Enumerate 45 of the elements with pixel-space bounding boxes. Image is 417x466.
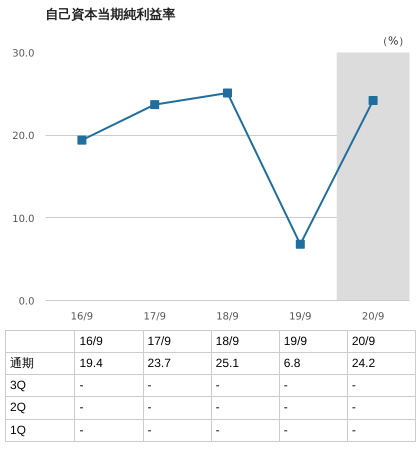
x-tick-label: 19/9 xyxy=(289,312,312,322)
text: - xyxy=(148,400,152,414)
category-label: 18/9 xyxy=(216,334,239,348)
category-label: 17/9 xyxy=(148,334,171,348)
data-label: 24.2 xyxy=(347,352,416,375)
text: - xyxy=(284,422,288,437)
x-tick-label: 20/9 xyxy=(362,312,384,322)
data-label: 6.8 xyxy=(279,352,348,375)
x-tick-label: 17/9 xyxy=(143,312,166,322)
data-label: 25.1 xyxy=(211,352,280,375)
text: 1Q xyxy=(6,419,75,442)
point xyxy=(296,240,305,249)
text: 2Q xyxy=(6,396,75,420)
text: - xyxy=(284,378,288,392)
x-tick-label: 18/9 xyxy=(216,312,239,322)
chart-title: 自己資本当期純利益率 xyxy=(46,6,176,22)
text: 20/9 xyxy=(352,334,376,348)
text: - xyxy=(216,422,220,437)
data-label: 19.4 xyxy=(74,352,144,375)
text: - xyxy=(79,378,84,392)
text: - xyxy=(216,378,220,392)
y-tick-label: 10.0 xyxy=(12,214,34,225)
text: - xyxy=(216,400,220,414)
y-tick-label: 0.0 xyxy=(18,296,35,308)
point xyxy=(150,100,160,110)
text: - xyxy=(352,378,356,392)
y-tick-label: 20.0 xyxy=(12,131,34,142)
text: - xyxy=(352,400,356,414)
category-label: 16/9 xyxy=(79,334,103,348)
point xyxy=(77,136,86,145)
text: - xyxy=(284,400,288,414)
y-tick-label: 30.0 xyxy=(12,48,34,60)
data-label: 23.7 xyxy=(143,352,212,375)
category-label: 19/9 xyxy=(284,334,308,348)
text: 通期 xyxy=(6,352,75,375)
text: - xyxy=(79,422,84,437)
text: - xyxy=(79,400,84,414)
text: 3Q xyxy=(6,374,75,397)
y-axis-title: （%） xyxy=(377,34,410,48)
text: - xyxy=(148,378,152,392)
point xyxy=(368,96,378,105)
text: - xyxy=(148,422,152,437)
text: - xyxy=(352,422,356,437)
x-tick-label: 16/9 xyxy=(70,312,94,322)
point xyxy=(223,88,232,98)
